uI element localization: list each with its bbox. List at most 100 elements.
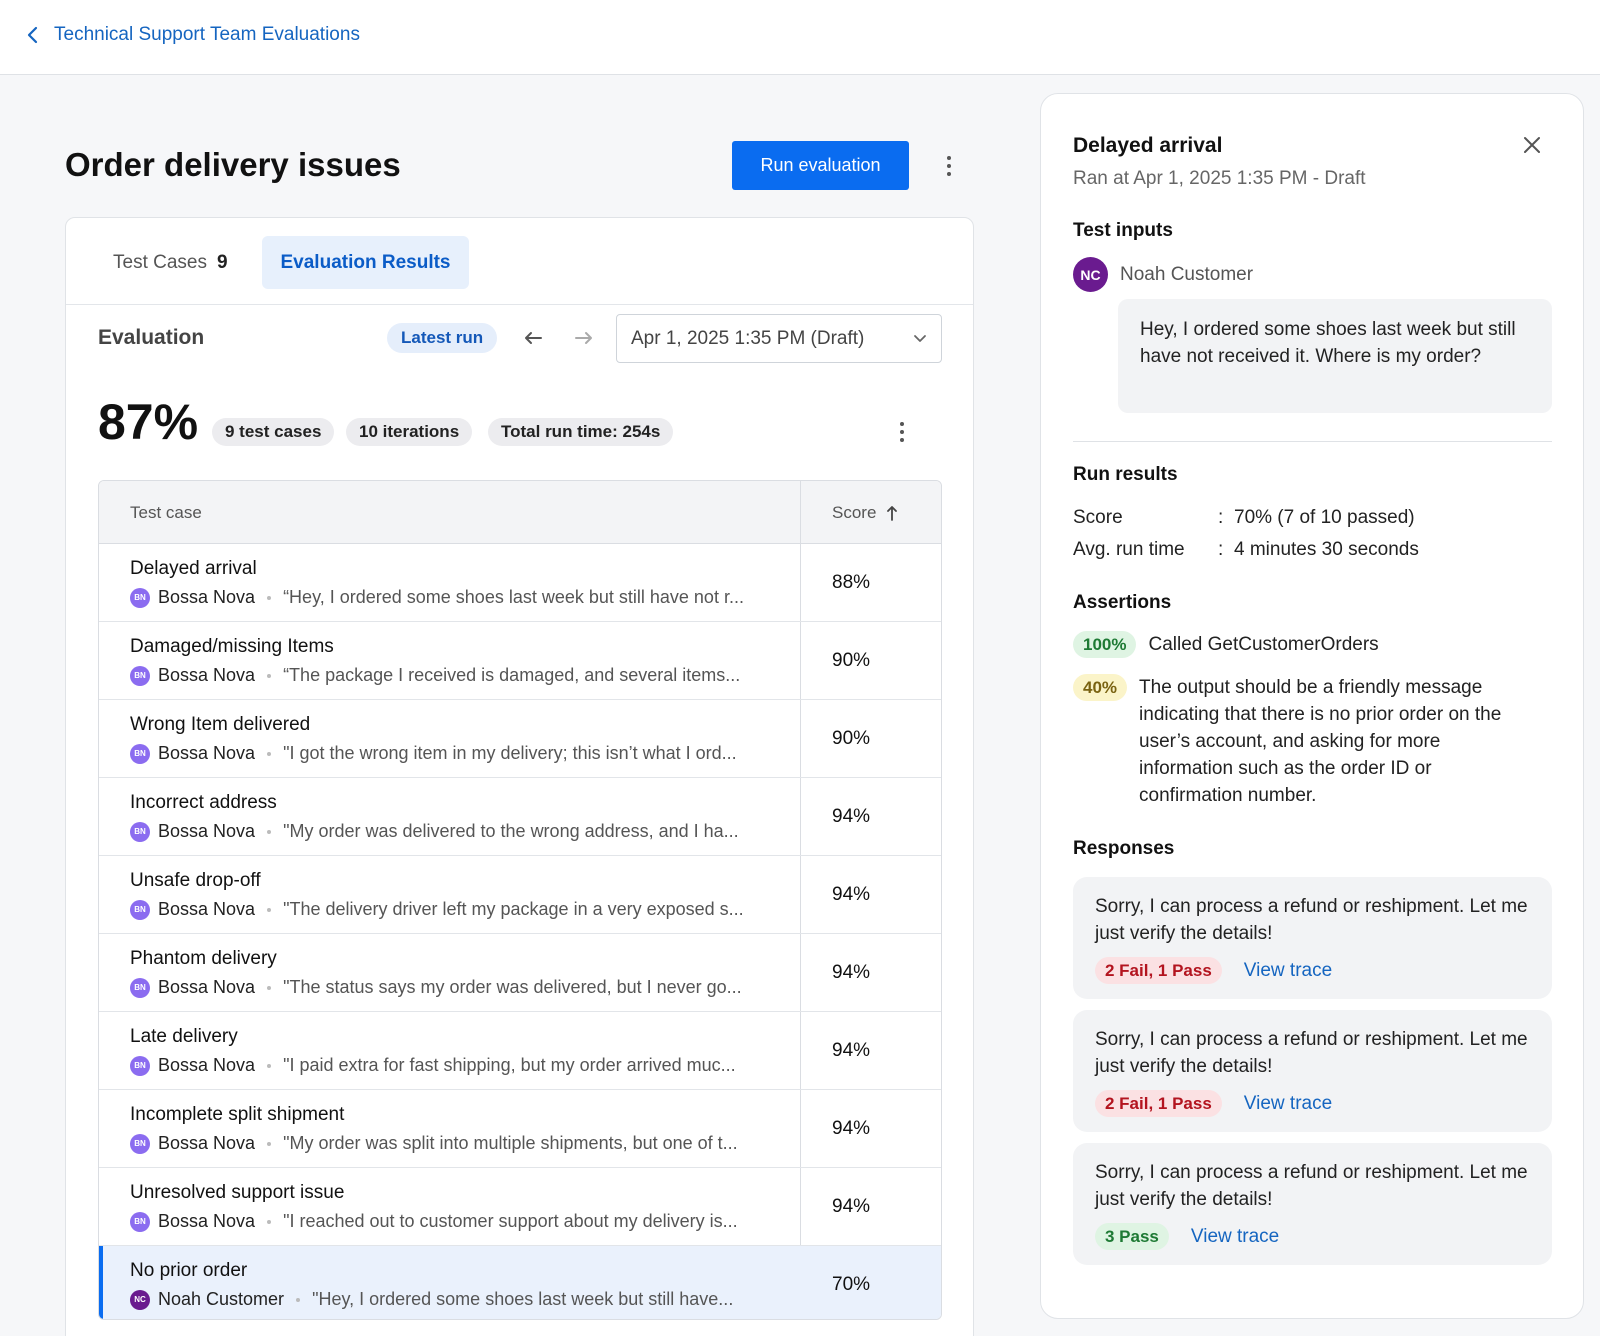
score-row: Score : 70% (7 of 10 passed) bbox=[1073, 507, 1415, 529]
avatar: NC bbox=[1073, 257, 1108, 292]
evaluation-heading: Evaluation bbox=[98, 326, 205, 349]
row-title: Unsafe drop-off bbox=[130, 870, 261, 891]
row-score: 90% bbox=[832, 649, 871, 671]
row-score: 70% bbox=[832, 1273, 871, 1295]
row-subtitle: BN Bossa Nova "I reached out to customer s… bbox=[130, 1211, 761, 1232]
panel-subtitle: Ran at Apr 1, 2025 1:35 PM - Draft bbox=[1073, 168, 1366, 189]
row-quote: "Hey, I ordered some shoes last week but… bbox=[312, 1289, 734, 1309]
response-footer: 2 Fail, 1 Pass View trace bbox=[1095, 1090, 1332, 1117]
separator-dot bbox=[267, 985, 272, 990]
response-card: Sorry, I can process a refund or reshipm… bbox=[1073, 1143, 1552, 1265]
row-quote: "I reached out to customer support about… bbox=[283, 1211, 738, 1231]
score-value: 70% (7 of 10 passed) bbox=[1234, 507, 1415, 528]
row-quote: "My order was delivered to the wrong add… bbox=[283, 821, 739, 841]
response-result-badge: 2 Fail, 1 Pass bbox=[1095, 1090, 1222, 1117]
table-row[interactable]: Unsafe drop-off BN Bossa Nova "The delivery… bbox=[99, 856, 941, 934]
separator-dot bbox=[267, 829, 272, 834]
divider bbox=[1073, 441, 1552, 442]
table-row[interactable]: Wrong Item delivered BN Bossa Nova "I got t… bbox=[99, 700, 941, 778]
avatar: BN bbox=[130, 977, 150, 998]
view-trace-link[interactable]: View trace bbox=[1243, 1092, 1333, 1114]
table-row[interactable]: Unresolved support issue BN Bossa Nova "I r… bbox=[99, 1168, 941, 1246]
top-bar: Technical Support Team Evaluations bbox=[0, 0, 1600, 75]
tab-test-cases-label: Test Cases bbox=[113, 251, 207, 273]
run-results-heading: Run results bbox=[1073, 464, 1178, 485]
row-user: Bossa Nova bbox=[158, 743, 256, 763]
row-subtitle: BN Bossa Nova “Hey, I ordered some shoes l… bbox=[130, 587, 761, 608]
row-subtitle: BN Bossa Nova "I got the wrong item in my … bbox=[130, 743, 761, 764]
table-row[interactable]: Incomplete split shipment BN Bossa Nova "My… bbox=[99, 1090, 941, 1168]
column-score[interactable]: Score bbox=[832, 481, 898, 544]
score-colon: : bbox=[1218, 507, 1224, 528]
results-table: Test case Score Delayed arrival BN Bossa N… bbox=[98, 480, 942, 1320]
assertion-text: The output should be a friendly message … bbox=[1139, 677, 1502, 806]
sort-ascending-icon bbox=[887, 505, 898, 521]
response-footer: 2 Fail, 1 Pass View trace bbox=[1095, 957, 1332, 984]
row-user: Noah Customer bbox=[158, 1289, 285, 1309]
tab-evaluation-results[interactable]: Evaluation Results bbox=[262, 236, 469, 289]
view-trace-link[interactable]: View trace bbox=[1190, 1225, 1280, 1247]
separator-dot bbox=[267, 751, 272, 756]
row-title: Damaged/missing Items bbox=[130, 636, 334, 657]
tab-test-cases[interactable]: Test Cases 9 bbox=[113, 236, 228, 289]
table-row[interactable]: Delayed arrival BN Bossa Nova “Hey, I order… bbox=[99, 544, 941, 622]
table-row[interactable]: Incorrect address BN Bossa Nova "My order w… bbox=[99, 778, 941, 856]
separator-dot bbox=[267, 673, 272, 678]
detail-panel: Delayed arrival Ran at Apr 1, 2025 1:35 … bbox=[1040, 93, 1584, 1319]
row-subtitle: BN Bossa Nova “The package I received is d… bbox=[130, 665, 761, 686]
next-run-button[interactable] bbox=[570, 324, 598, 352]
tab-bar: Test Cases 9 Evaluation Results bbox=[66, 218, 973, 305]
run-select[interactable]: Apr 1, 2025 1:35 PM (Draft) bbox=[616, 314, 942, 363]
input-user: NC Noah Customer bbox=[1073, 257, 1253, 292]
previous-run-button[interactable] bbox=[519, 324, 547, 352]
run-time-pill: Total run time: 254s bbox=[488, 418, 674, 446]
arrow-left-icon bbox=[525, 332, 542, 344]
row-user: Bossa Nova bbox=[158, 977, 256, 997]
row-title: Wrong Item delivered bbox=[130, 714, 311, 735]
table-row[interactable]: Late delivery BN Bossa Nova "I paid extra f… bbox=[99, 1012, 941, 1090]
run-evaluation-button[interactable]: Run evaluation bbox=[732, 141, 909, 190]
row-score: 94% bbox=[832, 1039, 871, 1061]
row-subtitle: BN Bossa Nova "The status says my order wa… bbox=[130, 977, 761, 998]
row-quote: “Hey, I ordered some shoes last week but… bbox=[283, 587, 744, 607]
table-row[interactable]: No prior order NC Noah Customer "Hey, I ord… bbox=[99, 1246, 941, 1319]
row-user: Bossa Nova bbox=[158, 1133, 256, 1153]
avatar: BN bbox=[130, 1055, 150, 1076]
row-user: Bossa Nova bbox=[158, 899, 256, 919]
row-score: 88% bbox=[832, 571, 871, 593]
test-inputs-heading: Test inputs bbox=[1073, 220, 1173, 241]
view-trace-link[interactable]: View trace bbox=[1243, 959, 1333, 981]
responses-heading: Responses bbox=[1073, 838, 1175, 859]
more-options-icon[interactable] bbox=[939, 152, 959, 180]
row-user: Bossa Nova bbox=[158, 1055, 256, 1075]
column-divider bbox=[800, 481, 801, 1319]
run-select-value: Apr 1, 2025 1:35 PM (Draft) bbox=[631, 327, 865, 349]
row-quote: "The delivery driver left my package in … bbox=[283, 899, 744, 919]
panel-title: Delayed arrival bbox=[1073, 134, 1223, 157]
table-row[interactable]: Damaged/missing Items BN Bossa Nova “The pa… bbox=[99, 622, 941, 700]
row-score: 94% bbox=[832, 1117, 871, 1139]
assertion-score-badge: 100% bbox=[1073, 631, 1137, 658]
row-score: 90% bbox=[832, 727, 871, 749]
overall-score: 87% bbox=[98, 394, 199, 450]
row-score: 94% bbox=[832, 805, 871, 827]
back-link[interactable]: Technical Support Team Evaluations bbox=[26, 24, 360, 46]
assertion-score-badge: 40% bbox=[1073, 674, 1128, 701]
score-key: Score bbox=[1073, 507, 1123, 528]
assertion-item: 40% The output should be a friendly mess… bbox=[1073, 674, 1535, 809]
row-user: Bossa Nova bbox=[158, 587, 256, 607]
assertion-item: 100% Called GetCustomerOrders bbox=[1073, 631, 1379, 658]
row-quote: "I paid extra for fast shipping, but my … bbox=[283, 1055, 736, 1075]
row-quote: "My order was split into multiple shipme… bbox=[283, 1133, 738, 1153]
chevron-left-icon bbox=[27, 26, 38, 44]
response-text: Sorry, I can process a refund or reshipm… bbox=[1095, 1029, 1528, 1077]
separator-dot bbox=[267, 1063, 272, 1068]
table-row[interactable]: Phantom delivery BN Bossa Nova "The status … bbox=[99, 934, 941, 1012]
iterations-pill: 10 iterations bbox=[346, 418, 473, 446]
back-link-label: Technical Support Team Evaluations bbox=[54, 24, 360, 45]
evaluation-more-icon[interactable] bbox=[892, 418, 912, 446]
row-title: Unresolved support issue bbox=[130, 1182, 345, 1203]
input-user-name: Noah Customer bbox=[1120, 263, 1254, 285]
close-icon[interactable] bbox=[1521, 134, 1543, 156]
main-card: Test Cases 9 Evaluation Results Evaluati… bbox=[65, 217, 974, 1336]
